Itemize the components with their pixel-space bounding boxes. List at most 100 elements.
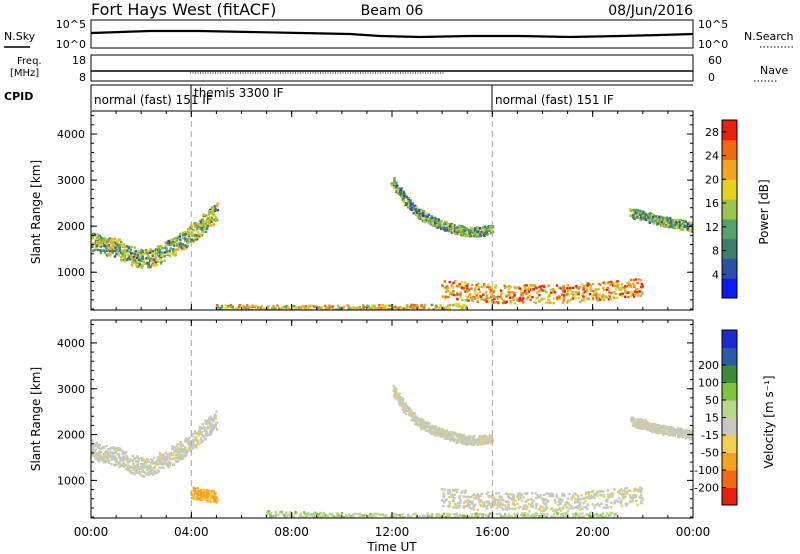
echo-cell [534, 506, 537, 509]
echo-cell [660, 220, 664, 223]
echo-cell [525, 298, 529, 301]
echo-cell [649, 424, 652, 427]
echo-cell [625, 502, 628, 506]
echo-cell [503, 513, 507, 516]
echo-cell [561, 286, 564, 289]
echo-cell [473, 288, 477, 291]
echo-cell [493, 496, 496, 499]
echo-cell [457, 305, 460, 308]
echo-cell [200, 226, 203, 230]
echo-cell [626, 285, 629, 288]
echo-cell [213, 214, 216, 218]
echo-cell [567, 502, 570, 505]
echo-cell [144, 262, 147, 265]
echo-cell [495, 498, 498, 501]
echo-cell [535, 496, 538, 500]
echo-cell [581, 299, 584, 302]
echo-cell [583, 505, 586, 509]
echo-cell [476, 439, 479, 443]
echo-cell [378, 304, 381, 307]
echo-cell [586, 491, 589, 494]
echo-cell [528, 502, 531, 506]
echo-cell [603, 295, 607, 298]
echo-cell [471, 500, 474, 503]
echo-cell [199, 432, 202, 436]
echo-cell [585, 506, 588, 509]
echo-cell [437, 433, 441, 436]
echo-cell [672, 222, 676, 225]
echo-cell [536, 495, 540, 499]
echo-cell [638, 213, 642, 216]
echo-cell [598, 504, 601, 507]
echo-cell [118, 249, 121, 252]
echo-cell [319, 306, 322, 309]
echo-cell [448, 431, 451, 434]
echo-cell [426, 215, 429, 218]
echo-cell [582, 291, 586, 294]
echo-cell [409, 305, 412, 309]
echo-cell [108, 240, 111, 243]
echo-cell [141, 257, 145, 260]
echo-cell [571, 516, 575, 518]
echo-cell [192, 241, 196, 244]
echo-cell [516, 502, 519, 505]
echo-cell [474, 515, 477, 518]
echo-cell [398, 395, 401, 399]
echo-cell [648, 219, 651, 222]
echo-cell [169, 452, 172, 455]
echo-cell [320, 306, 324, 309]
echo-cell [377, 308, 381, 310]
echo-cell [661, 426, 664, 429]
echo-cell [362, 514, 365, 517]
echo-cell [620, 502, 623, 505]
echo-cell [430, 429, 433, 432]
echo-cell [614, 288, 617, 291]
echo-cell [405, 304, 409, 307]
echo-cell [402, 191, 406, 195]
echo-cell [151, 462, 154, 465]
echo-cell [113, 463, 116, 466]
echo-cell [691, 436, 693, 439]
echo-cell [408, 409, 411, 412]
echo-cell [593, 493, 596, 496]
echo-cell [623, 288, 627, 291]
echo-cell [677, 436, 680, 439]
echo-cell [404, 412, 408, 416]
echo-cell [611, 284, 615, 287]
echo-cell [208, 210, 211, 213]
echo-cell [448, 495, 451, 499]
colorbar-tick-label: 24 [705, 150, 719, 163]
colorbar-swatch [722, 199, 737, 220]
echo-cell [541, 289, 544, 292]
echo-cell [213, 415, 216, 419]
echo-cell [136, 260, 139, 263]
echo-cell [141, 255, 144, 258]
echo-cell [557, 503, 560, 507]
echo-cell [335, 515, 338, 518]
echo-cell [470, 229, 473, 233]
echo-cell [187, 228, 190, 231]
echo-region [390, 177, 495, 238]
echo-cell [690, 432, 693, 436]
echo-cell [493, 500, 497, 503]
echo-cell [118, 246, 121, 249]
echo-cell [637, 293, 640, 297]
echo-cell [159, 459, 162, 463]
echo-cell [157, 260, 160, 264]
echo-cell [489, 290, 492, 293]
echo-cell [195, 432, 198, 435]
echo-cell [91, 454, 94, 457]
echo-cell [481, 514, 484, 518]
echo-cell [97, 457, 101, 460]
echo-cell [494, 301, 497, 304]
echo-cell [121, 259, 124, 262]
echo-cell [549, 292, 552, 295]
echo-cell [507, 285, 510, 288]
echo-cell [638, 290, 642, 293]
echo-cell [454, 516, 457, 518]
echo-cell [423, 428, 426, 431]
echo-cell [462, 504, 465, 508]
echo-cell [451, 434, 454, 437]
echo-cell [154, 461, 158, 464]
